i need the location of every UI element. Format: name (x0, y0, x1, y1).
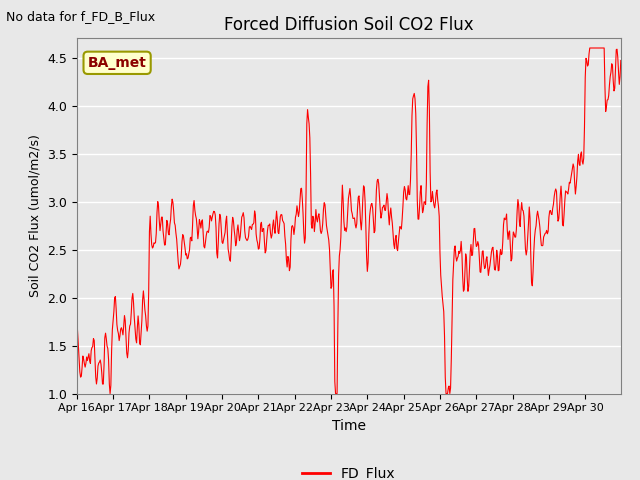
Text: No data for f_FD_B_Flux: No data for f_FD_B_Flux (6, 10, 156, 23)
Legend: FD_Flux: FD_Flux (296, 461, 401, 480)
Text: BA_met: BA_met (88, 56, 147, 70)
X-axis label: Time: Time (332, 419, 366, 433)
Y-axis label: Soil CO2 Flux (umol/m2/s): Soil CO2 Flux (umol/m2/s) (29, 134, 42, 298)
Title: Forced Diffusion Soil CO2 Flux: Forced Diffusion Soil CO2 Flux (224, 16, 474, 34)
